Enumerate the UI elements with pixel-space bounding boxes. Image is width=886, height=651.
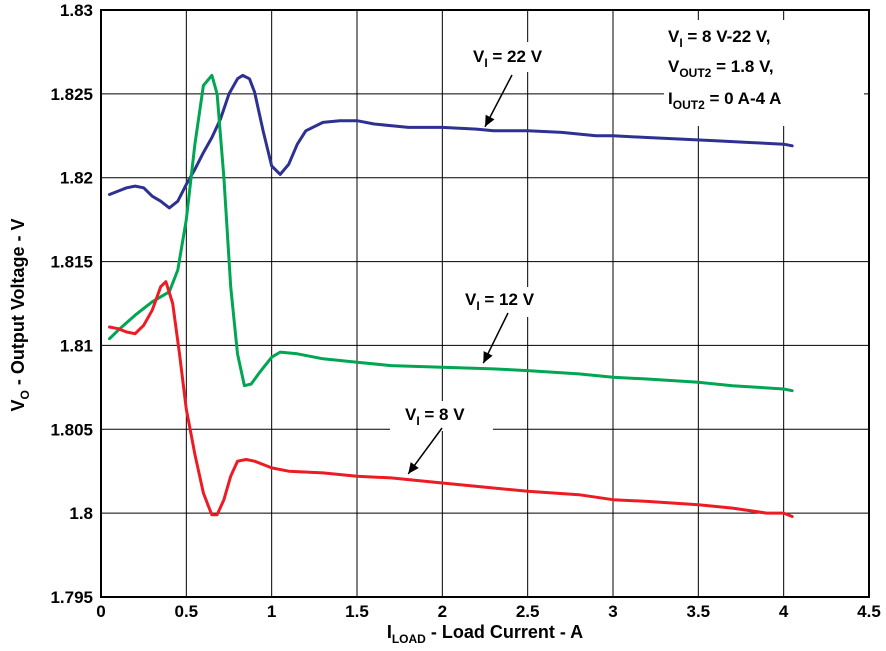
annotation-label: VI = 8 V <box>405 405 465 428</box>
annotation-label: VI = 12 V <box>465 290 535 313</box>
series-line-1 <box>108 73 794 393</box>
y-tick-label: 1.815 <box>50 253 93 272</box>
plot-area <box>100 9 870 598</box>
conditions-line: VI = 8 V-22 V, <box>668 27 770 50</box>
y-tick-label: 1.805 <box>50 420 93 439</box>
annotation-arrowhead <box>483 351 493 364</box>
annotation-arrowhead <box>408 462 419 474</box>
x-tick-label: 0.5 <box>175 602 199 621</box>
x-tick-label: 1.5 <box>345 602 369 621</box>
series-line-0 <box>108 73 794 210</box>
x-tick-label: 0 <box>96 602 105 621</box>
x-tick-label: 4 <box>779 602 789 621</box>
y-tick-label: 1.8 <box>69 504 93 523</box>
x-tick-label: 2.5 <box>516 602 540 621</box>
y-tick-label: 1.82 <box>60 169 93 188</box>
x-tick-label: 3.5 <box>687 602 711 621</box>
y-tick-label: 1.825 <box>50 85 93 104</box>
y-tick-label: 1.81 <box>60 336 93 355</box>
conditions-bg <box>664 20 864 126</box>
x-tick-label: 3 <box>608 602 617 621</box>
series-line-2 <box>108 280 794 518</box>
x-axis-label: ILOAD - Load Current - A <box>387 622 583 646</box>
annotations: VI = 22 V VI = 12 V VI = 8 V VI = 8 V-22 V,… <box>390 20 864 475</box>
annotation-bg <box>448 287 578 317</box>
x-tick-labels: 0 0.5 1 1.5 2 2.5 3 3.5 4 4.5 <box>96 602 881 621</box>
x-tick-label: 2 <box>438 602 447 621</box>
x-tick-label: 1 <box>267 602 276 621</box>
y-tick-label: 1.83 <box>60 1 93 20</box>
annotation-arrowhead <box>485 114 495 127</box>
annotation-bg <box>390 401 493 431</box>
series-lines <box>108 73 794 518</box>
annotation-bg <box>455 42 585 72</box>
y-axis-label: VO - Output Voltage - V <box>8 218 32 411</box>
y-tick-labels: 1.795 1.8 1.805 1.81 1.815 1.82 1.825 1.83 <box>50 1 93 607</box>
x-tick-label: 4.5 <box>857 602 881 621</box>
conditions-line: VOUT2 = 1.8 V, <box>668 57 774 80</box>
annotation-label: VI = 22 V <box>473 47 543 70</box>
y-tick-label: 1.795 <box>50 588 93 607</box>
conditions-line: IOUT2 = 0 A-4 A <box>668 89 781 112</box>
